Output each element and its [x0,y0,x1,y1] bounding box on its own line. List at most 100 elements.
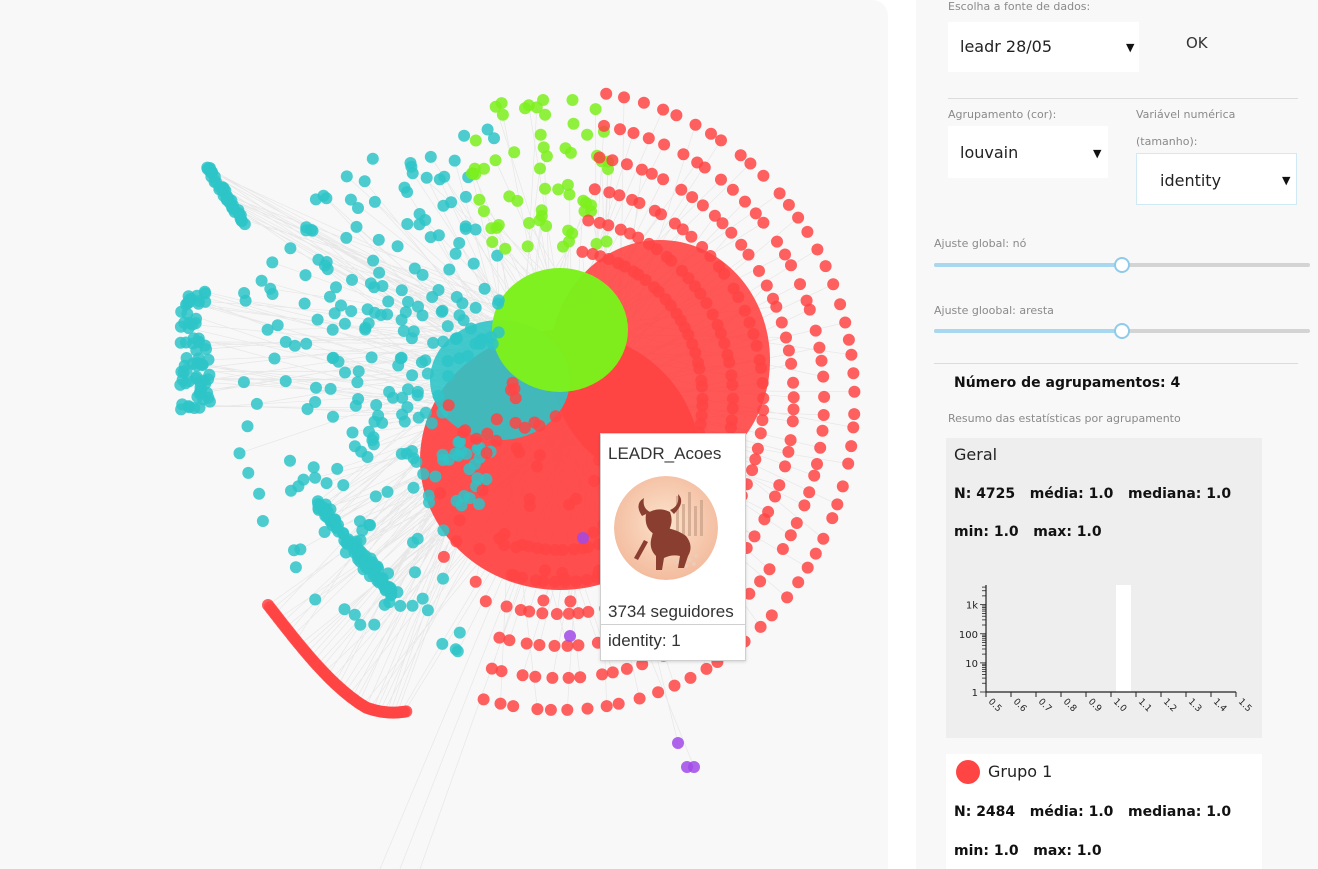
graph-node[interactable] [775,316,788,329]
graph-node[interactable] [480,473,493,486]
graph-node[interactable] [570,492,583,505]
graph-node[interactable] [498,528,511,540]
graph-node[interactable] [811,458,823,470]
graph-node[interactable] [585,205,597,218]
graph-node[interactable] [433,173,446,186]
graph-node[interactable] [756,414,769,427]
graph-node[interactable] [437,524,450,537]
graph-node[interactable] [725,369,738,382]
graph-node[interactable] [427,336,440,349]
graph-node[interactable] [469,134,482,147]
graph-node[interactable] [682,328,695,341]
graph-node[interactable] [725,226,738,239]
graph-node[interactable] [407,481,420,494]
graph-node[interactable] [513,446,526,459]
graph-node[interactable] [478,282,491,295]
graph-node[interactable] [453,237,466,249]
graph-node[interactable] [402,295,414,308]
graph-node[interactable] [803,303,816,316]
graph-node[interactable] [335,299,347,312]
graph-node[interactable] [340,170,353,183]
graph-node[interactable] [786,415,799,428]
graph-node[interactable] [600,87,613,100]
graph-node[interactable] [696,199,709,212]
graph-node[interactable] [176,373,189,386]
graph-node[interactable] [559,142,572,155]
graph-node[interactable] [801,225,814,238]
graph-node[interactable] [406,599,419,612]
graph-node[interactable] [848,385,861,398]
graph-node[interactable] [785,357,798,370]
graph-node[interactable] [818,390,831,403]
graph-node[interactable] [292,480,305,493]
graph-node[interactable] [412,300,424,313]
graph-node[interactable] [749,453,762,466]
graph-node[interactable] [485,331,497,344]
graph-node[interactable] [471,442,484,455]
graph-node[interactable] [301,403,314,415]
graph-node[interactable] [696,399,709,412]
graph-node[interactable] [411,389,424,402]
graph-node[interactable] [352,365,365,378]
graph-node[interactable] [307,461,320,474]
graph-node[interactable] [242,466,255,479]
graph-node[interactable] [785,259,797,272]
graph-node[interactable] [738,304,751,317]
graph-node[interactable] [498,539,511,551]
graph-node[interactable] [567,543,580,556]
graph-node[interactable] [693,362,706,375]
graph-node[interactable] [423,496,435,509]
graph-node[interactable] [420,171,433,184]
graph-node[interactable] [776,543,789,555]
graph-node[interactable] [288,339,301,352]
graph-node[interactable] [557,240,569,253]
graph-node[interactable] [598,119,610,132]
graph-node[interactable] [364,519,376,532]
graph-node[interactable] [756,377,769,389]
graph-node[interactable] [715,173,727,186]
graph-node[interactable] [572,607,585,620]
graph-node[interactable] [765,609,778,622]
graph-node[interactable] [809,324,822,337]
graph-node[interactable] [556,566,569,579]
graph-node[interactable] [817,409,830,421]
graph-node[interactable] [748,530,761,543]
graph-node[interactable] [405,332,418,345]
graph-node[interactable] [819,260,832,273]
graph-node[interactable] [453,435,466,448]
graph-node[interactable] [465,322,477,335]
graph-node[interactable] [540,150,553,163]
graph-node[interactable] [288,544,300,557]
graph-node[interactable] [839,316,852,329]
numeric-var-select[interactable]: identity ▼ [1136,153,1297,205]
graph-node[interactable] [600,235,613,248]
graph-node[interactable] [546,671,559,684]
graph-node[interactable] [469,337,482,350]
graph-node[interactable] [813,341,826,354]
graph-node[interactable] [536,607,549,620]
graph-node[interactable] [178,359,191,372]
graph-node[interactable] [424,231,437,244]
graph-node[interactable] [620,662,633,675]
graph-node[interactable] [550,608,563,620]
graph-node[interactable] [700,662,713,675]
graph-node[interactable] [368,618,381,631]
graph-node[interactable] [562,607,575,620]
graph-node[interactable] [635,163,648,176]
graph-node[interactable] [657,173,670,186]
graph-node[interactable] [299,269,312,282]
graph-node[interactable] [588,183,601,196]
graph-node[interactable] [561,703,574,716]
graph-node[interactable] [486,236,499,248]
graph-node[interactable] [695,409,708,422]
graph-node[interactable] [763,563,776,576]
graph-node[interactable] [234,209,247,222]
graph-node[interactable] [836,480,849,493]
graph-node[interactable] [352,202,364,214]
graph-node[interactable] [548,639,561,652]
graph-node[interactable] [792,211,805,224]
graph-node[interactable] [367,438,380,451]
graph-node[interactable] [847,421,860,434]
graph-node[interactable] [534,162,546,175]
graph-node[interactable] [716,217,729,230]
